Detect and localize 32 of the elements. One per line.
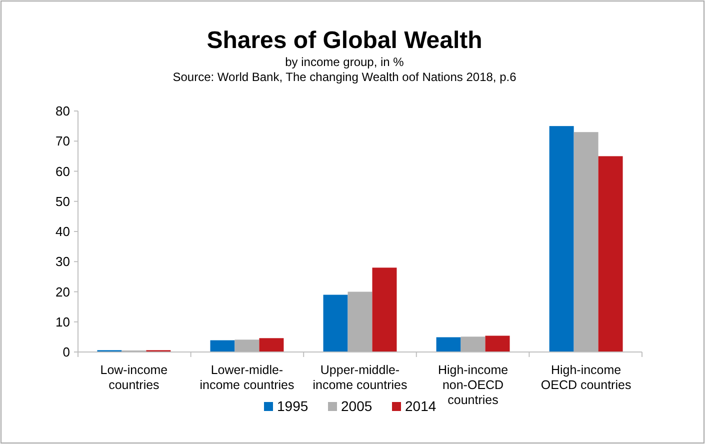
- y-tick-label: 60: [56, 164, 70, 179]
- chart-subtitle: by income group, in %: [285, 55, 404, 69]
- y-tick-label: 40: [56, 224, 70, 240]
- x-tick-label: Low-income countries: [100, 363, 168, 392]
- y-tick-label: 50: [56, 194, 70, 209]
- bar: [259, 338, 284, 352]
- y-tick-label: 70: [56, 134, 70, 149]
- bar: [372, 268, 397, 352]
- x-tick-label: Upper-middle-income countries: [312, 363, 408, 392]
- legend-label: 2014: [405, 398, 436, 414]
- legend-label: 1995: [277, 398, 308, 414]
- bar: [323, 294, 348, 352]
- x-tick-label: High-income OECD countries: [540, 363, 632, 392]
- bar: [436, 337, 461, 352]
- bar: [574, 132, 598, 352]
- x-tick-label: High-income non-OECD countries: [438, 363, 508, 407]
- y-tick-label: 0: [62, 344, 70, 360]
- legend-label: 2005: [341, 398, 372, 414]
- bar: [348, 292, 372, 352]
- bar: [210, 340, 235, 352]
- x-tick-label: Lower-midle-income countries: [200, 363, 294, 392]
- y-tick-label: 30: [56, 254, 70, 270]
- source-note: Source: World Bank, The changing Wealth oof Nations 2018, p.6: [172, 70, 517, 84]
- y-tick-label: 10: [56, 314, 70, 330]
- chart-title: Shares of Global Wealth: [206, 27, 482, 54]
- y-tick-label: 80: [56, 104, 70, 119]
- y-tick-label: 20: [56, 284, 70, 300]
- bar: [549, 126, 574, 352]
- bar: [460, 336, 486, 352]
- bar: [598, 156, 623, 352]
- bar: [234, 340, 260, 352]
- bar: [485, 336, 510, 352]
